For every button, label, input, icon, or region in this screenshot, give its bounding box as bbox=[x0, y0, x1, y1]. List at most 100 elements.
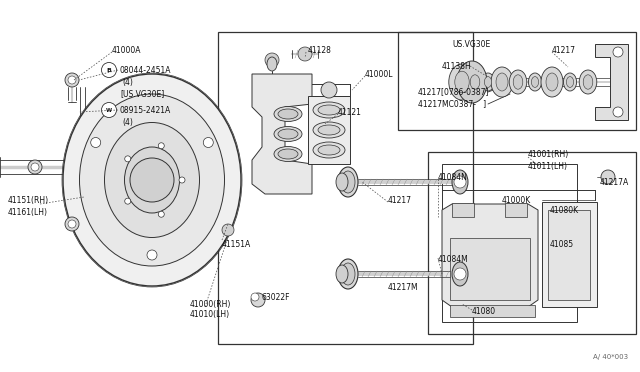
Ellipse shape bbox=[509, 70, 527, 94]
Ellipse shape bbox=[579, 70, 596, 94]
Circle shape bbox=[298, 47, 312, 61]
Ellipse shape bbox=[313, 142, 345, 158]
Ellipse shape bbox=[529, 73, 541, 91]
Text: (4): (4) bbox=[122, 118, 133, 126]
Circle shape bbox=[321, 82, 337, 98]
Circle shape bbox=[102, 62, 116, 77]
Ellipse shape bbox=[563, 73, 577, 91]
Text: 41151(RH): 41151(RH) bbox=[8, 196, 49, 205]
Text: 41121: 41121 bbox=[338, 108, 362, 116]
Bar bbox=[452, 203, 474, 217]
Ellipse shape bbox=[336, 265, 348, 283]
Circle shape bbox=[251, 293, 265, 307]
Ellipse shape bbox=[531, 77, 539, 87]
Text: 41217A: 41217A bbox=[600, 177, 629, 186]
Ellipse shape bbox=[318, 105, 340, 115]
Text: B: B bbox=[107, 67, 111, 73]
Circle shape bbox=[65, 217, 79, 231]
Ellipse shape bbox=[125, 147, 179, 213]
Text: 41080: 41080 bbox=[472, 308, 496, 317]
Ellipse shape bbox=[541, 67, 563, 97]
Text: 41217M: 41217M bbox=[388, 282, 419, 292]
Ellipse shape bbox=[313, 102, 345, 118]
Circle shape bbox=[222, 224, 234, 236]
Text: (4): (4) bbox=[122, 77, 133, 87]
Circle shape bbox=[204, 138, 213, 148]
Circle shape bbox=[251, 293, 259, 301]
Ellipse shape bbox=[452, 170, 468, 194]
Ellipse shape bbox=[338, 167, 358, 197]
Circle shape bbox=[265, 53, 279, 67]
Ellipse shape bbox=[449, 64, 476, 100]
Bar bbox=[398, 32, 636, 130]
Bar bbox=[542, 202, 597, 307]
Circle shape bbox=[601, 170, 615, 184]
Circle shape bbox=[454, 268, 466, 280]
Polygon shape bbox=[252, 74, 312, 194]
Ellipse shape bbox=[278, 149, 298, 159]
Ellipse shape bbox=[318, 145, 340, 155]
Bar bbox=[308, 96, 350, 164]
Text: 41217MC0387-   ]: 41217MC0387- ] bbox=[418, 99, 486, 109]
Ellipse shape bbox=[336, 173, 348, 191]
Text: 41000L: 41000L bbox=[365, 70, 394, 78]
Ellipse shape bbox=[546, 73, 558, 91]
Text: 41084M: 41084M bbox=[438, 256, 468, 264]
Text: 41161(LH): 41161(LH) bbox=[8, 208, 48, 217]
Ellipse shape bbox=[274, 126, 302, 141]
Circle shape bbox=[65, 73, 79, 87]
Text: 41001(RH): 41001(RH) bbox=[528, 150, 569, 158]
Ellipse shape bbox=[496, 73, 508, 91]
Ellipse shape bbox=[338, 259, 358, 289]
Text: 41084N: 41084N bbox=[438, 173, 468, 182]
Text: 41217: 41217 bbox=[552, 45, 576, 55]
Text: 41011(LH): 41011(LH) bbox=[528, 161, 568, 170]
Ellipse shape bbox=[274, 147, 302, 161]
Ellipse shape bbox=[104, 122, 200, 237]
Text: 41085: 41085 bbox=[550, 240, 574, 248]
Text: US.VG30E: US.VG30E bbox=[452, 39, 490, 48]
Bar bbox=[218, 32, 473, 344]
Circle shape bbox=[125, 156, 131, 162]
Polygon shape bbox=[442, 204, 538, 307]
Circle shape bbox=[68, 76, 76, 84]
Circle shape bbox=[454, 176, 466, 188]
Ellipse shape bbox=[267, 57, 277, 71]
Ellipse shape bbox=[452, 262, 468, 286]
Text: 41010(LH): 41010(LH) bbox=[190, 311, 230, 320]
Ellipse shape bbox=[274, 106, 302, 122]
Ellipse shape bbox=[491, 67, 513, 97]
Text: 41217: 41217 bbox=[388, 196, 412, 205]
Bar bbox=[428, 152, 636, 334]
Ellipse shape bbox=[566, 77, 573, 87]
Ellipse shape bbox=[318, 125, 340, 135]
Text: 41138H: 41138H bbox=[442, 61, 472, 71]
Circle shape bbox=[158, 143, 164, 149]
Text: 08915-2421A: 08915-2421A bbox=[120, 106, 172, 115]
Circle shape bbox=[102, 103, 116, 118]
Text: 63022F: 63022F bbox=[262, 292, 291, 301]
Circle shape bbox=[613, 47, 623, 57]
Ellipse shape bbox=[583, 75, 593, 89]
Ellipse shape bbox=[513, 75, 523, 89]
Text: W: W bbox=[106, 108, 112, 112]
Circle shape bbox=[28, 160, 42, 174]
Ellipse shape bbox=[481, 73, 495, 91]
Ellipse shape bbox=[455, 71, 469, 93]
Ellipse shape bbox=[341, 263, 355, 285]
Circle shape bbox=[147, 250, 157, 260]
Text: 41151A: 41151A bbox=[222, 240, 252, 248]
Ellipse shape bbox=[79, 94, 225, 266]
Ellipse shape bbox=[278, 129, 298, 139]
Bar bbox=[505, 203, 527, 217]
Circle shape bbox=[130, 158, 174, 202]
Text: 41217[0786-0387]: 41217[0786-0387] bbox=[418, 87, 490, 96]
Ellipse shape bbox=[278, 109, 298, 119]
Ellipse shape bbox=[457, 61, 487, 103]
Circle shape bbox=[613, 107, 623, 117]
Text: 41128: 41128 bbox=[308, 45, 332, 55]
Text: 41000K: 41000K bbox=[502, 196, 531, 205]
Ellipse shape bbox=[63, 74, 241, 286]
Bar bbox=[450, 238, 530, 300]
Bar bbox=[442, 164, 577, 322]
